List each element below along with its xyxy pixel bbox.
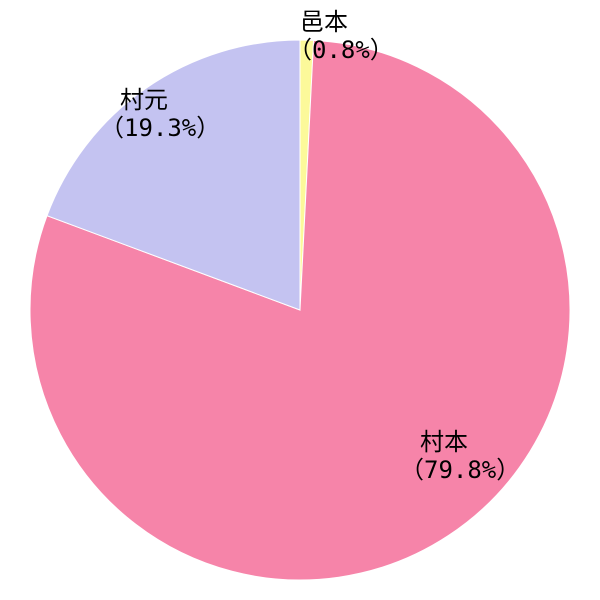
- slice-percent-label: （0.8%）: [288, 36, 394, 64]
- slice-percent-label: （79.8%）: [400, 456, 520, 484]
- slice-name-label: 村元: [120, 86, 168, 114]
- pie-chart: 邑本（0.8%） 村本（79.8%） 村元（19.3%）: [0, 0, 600, 600]
- slice-name-label: 村本: [420, 428, 468, 456]
- slice-percent-label: （19.3%）: [100, 114, 220, 142]
- slice-name-label: 邑本: [300, 8, 348, 36]
